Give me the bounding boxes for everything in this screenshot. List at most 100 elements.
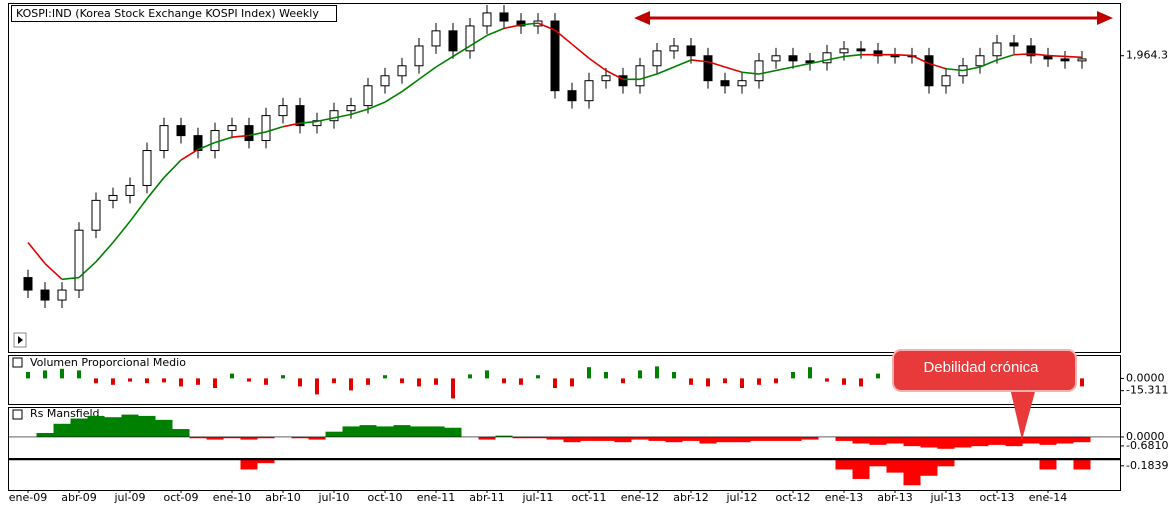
moving-average	[1064, 55, 1083, 59]
rs-area	[869, 436, 887, 445]
rs-area	[886, 436, 904, 444]
panel-toggle[interactable]	[12, 409, 23, 420]
rs-area	[291, 436, 309, 439]
volume-bar	[281, 375, 285, 379]
volume-bar	[502, 378, 506, 384]
rs-area	[240, 460, 258, 470]
rs-area	[325, 431, 343, 437]
moving-average	[656, 66, 675, 75]
volume-bar	[315, 378, 319, 395]
volume-bar	[706, 378, 710, 387]
moving-average	[333, 113, 352, 119]
volume-bar	[94, 378, 98, 384]
candle-body	[1009, 42, 1019, 47]
rs-area	[155, 419, 173, 437]
rs-area	[954, 436, 972, 448]
candle-body	[567, 90, 577, 102]
rs-area	[988, 436, 1006, 445]
moving-average	[1047, 54, 1066, 58]
candle-body	[57, 289, 67, 301]
moving-average	[520, 22, 539, 26]
candle-body	[635, 65, 645, 87]
candle-body	[975, 55, 985, 67]
moving-average	[435, 55, 454, 68]
rs-area	[529, 436, 547, 439]
rs-area	[1039, 460, 1057, 470]
volume-bar	[213, 378, 217, 388]
rs-area	[342, 426, 360, 437]
candle-body	[210, 130, 220, 152]
x-tick-label: abr-09	[61, 491, 97, 504]
moving-average	[945, 67, 964, 72]
volume-bar	[400, 378, 404, 384]
rs-area	[1022, 436, 1040, 444]
moving-average	[146, 177, 165, 200]
moving-average	[894, 53, 913, 57]
candle-body	[142, 150, 152, 186]
candle-body	[278, 105, 288, 117]
rs-area	[87, 415, 105, 437]
rs-area	[359, 425, 377, 437]
rs-area	[240, 436, 258, 440]
moving-average	[469, 34, 488, 47]
volume-bar	[77, 370, 81, 379]
rs-area	[665, 436, 683, 443]
candle-body	[584, 80, 594, 102]
volume-bar	[485, 370, 489, 379]
rs-area	[444, 427, 462, 437]
volume-bar	[230, 373, 234, 379]
volume-bar	[621, 378, 625, 384]
volume-bar	[604, 372, 608, 379]
moving-average	[78, 261, 97, 279]
candle-body	[261, 115, 271, 142]
moving-average	[95, 241, 114, 263]
moving-average	[129, 198, 148, 222]
moving-average	[911, 54, 930, 65]
moving-average	[214, 136, 233, 144]
candle-body	[499, 12, 509, 22]
moving-average	[826, 55, 845, 61]
volume-bar	[587, 367, 591, 379]
moving-average	[282, 122, 301, 128]
candle-body	[1060, 58, 1070, 62]
rs-area	[852, 436, 870, 444]
moving-average	[1013, 53, 1032, 56]
rs-area	[376, 426, 394, 437]
volume-bar	[383, 375, 387, 379]
moving-average	[741, 71, 760, 75]
callout-box	[892, 349, 1077, 392]
candle-body	[125, 184, 135, 196]
panel-toggle[interactable]	[12, 357, 23, 368]
volume-bar	[434, 378, 438, 385]
x-tick-label: jul-11	[521, 491, 553, 504]
volume-bar	[757, 378, 761, 385]
candle-body	[40, 289, 50, 301]
rs-area	[937, 460, 955, 467]
rs-area	[716, 436, 734, 443]
callout-pointer	[1010, 388, 1036, 440]
volume-bar	[196, 378, 200, 385]
candle-body	[448, 30, 458, 52]
candle-body	[652, 50, 662, 67]
volume-bar	[1080, 378, 1084, 387]
rs-area	[750, 436, 768, 441]
candle-body	[397, 65, 407, 77]
moving-average	[418, 66, 437, 80]
candle-body	[941, 75, 951, 87]
moving-average	[537, 22, 556, 31]
moving-average	[197, 141, 216, 151]
moving-average	[61, 276, 80, 281]
volume-bar	[298, 378, 302, 387]
rs-area	[597, 436, 615, 441]
rs-area	[495, 435, 513, 437]
candle-body	[74, 229, 84, 291]
rs-area	[971, 436, 989, 447]
candle-body	[176, 125, 186, 137]
candle-body	[346, 105, 356, 112]
candle-body	[516, 20, 526, 27]
candle-body	[771, 55, 781, 62]
x-tick-label: ene-11	[417, 491, 455, 504]
candle-body	[924, 55, 934, 87]
candle-body	[465, 25, 475, 52]
x-tick-label: abr-13	[877, 491, 913, 504]
